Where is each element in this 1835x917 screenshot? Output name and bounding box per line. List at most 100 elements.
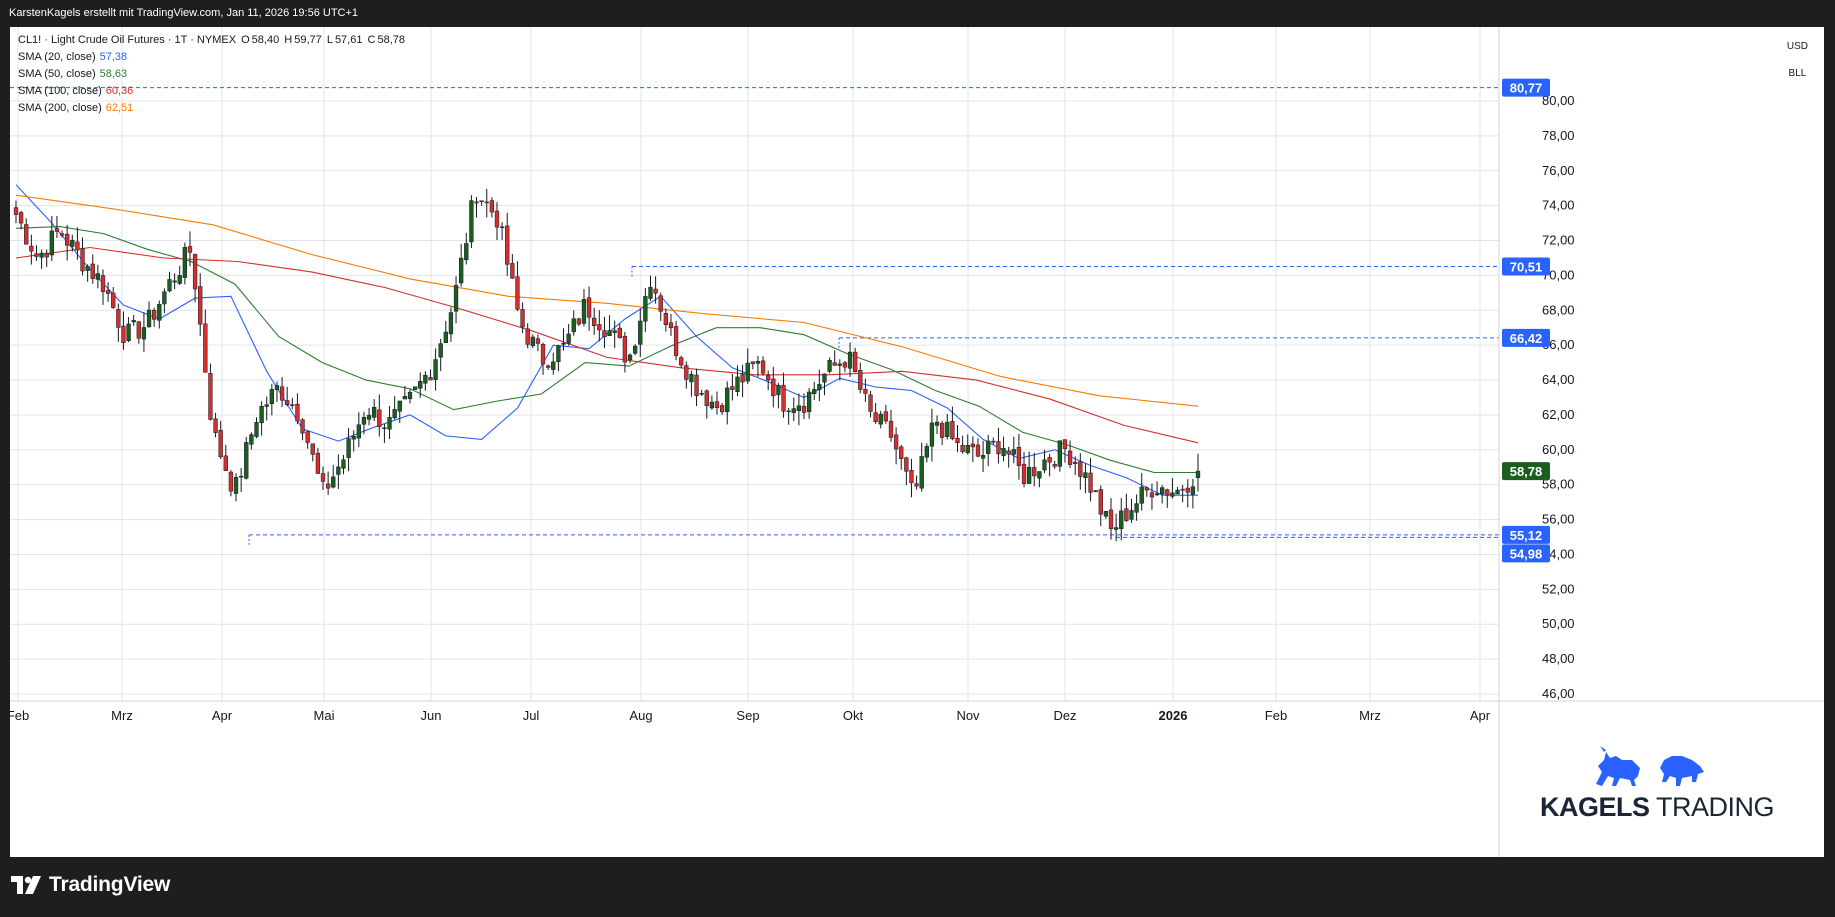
axis-units[interactable]: USD BLL [1787,33,1808,87]
time-tick-label: Mrz [1359,708,1381,723]
price-tick-label: 74,00 [1542,198,1575,213]
candle-body [1078,461,1083,477]
candle-body [975,444,981,457]
candle-body [172,280,177,283]
price-tag [1502,257,1550,276]
kagels-wordmark: KAGELS TRADING [1540,792,1775,823]
candle-body [694,374,699,396]
candle-body [868,394,873,412]
candle-body [725,387,730,413]
price-tag [1502,462,1550,481]
candle-body [781,384,786,412]
candle-body [540,344,546,365]
candle-body [888,420,894,438]
candle-body [832,362,837,366]
candlesticks [13,188,1201,542]
candle-body [392,409,397,419]
candle-body [760,360,766,374]
kagels-trading-logo: KAGELS TRADING [1540,742,1775,837]
candle-body [597,324,602,331]
candle-body [1134,503,1139,513]
legend-sma20[interactable]: SMA (20, close) 57,38 [18,49,405,66]
candle-body [111,292,116,308]
price-chart[interactable]: 46,00 48,00 50,00 52,00 54,00 56,00 58,00 60,00… [10,27,1824,857]
sma200-label: SMA (200, close) [18,102,102,114]
candle-body [29,245,34,252]
candle-body [627,354,633,361]
currency-label[interactable]: USD [1786,41,1808,52]
candle-body [520,309,525,328]
candle-body [315,452,321,474]
candle-body [592,317,597,327]
candle-body [776,384,781,396]
price-tick-label: 68,00 [1542,302,1575,317]
trading-word: TRADING [1656,792,1775,822]
price-tick-label: 76,00 [1542,163,1575,178]
price-labels: 80,77 70,51 66,42 58,78 55,12 54,98 [1502,78,1550,563]
candle-body [904,457,909,472]
candle-body [842,362,848,368]
price-tick-label: 60,00 [1542,442,1575,457]
candle-body [70,239,75,247]
candle-body [489,200,495,213]
candle-body [771,378,776,397]
candle-body [75,241,80,251]
price-tick-label: 50,00 [1542,616,1575,631]
chart-panel[interactable]: 46,00 48,00 50,00 52,00 54,00 56,00 58,00 60,00… [10,27,1824,857]
candle-body [233,477,239,494]
sma50-label: SMA (50, close) [18,68,96,80]
candle-body [986,440,991,454]
candle-body [305,431,310,443]
candle-body [960,444,965,452]
candle-body [1124,508,1129,521]
legend-sma200[interactable]: SMA (200, close) 62,51 [18,100,405,117]
candle-body [351,436,356,440]
candle-body [796,405,802,411]
candle-body [187,246,193,253]
time-tick-label: Feb [1265,708,1287,723]
candle-body [1032,467,1037,477]
candle-body [218,430,223,458]
price-tag [1502,525,1550,544]
candle-body [407,391,413,400]
candle-body [622,335,628,363]
candle-body [192,253,198,290]
candle-body [146,309,152,328]
candle-body [341,459,346,469]
time-tick-label: Aug [629,708,652,723]
candle-body [965,444,970,454]
candle-body [254,422,259,437]
price-tick-label: 70,00 [1542,267,1575,282]
legend-sma50[interactable]: SMA (50, close) 58,63 [18,66,405,83]
horizontal-levels [10,87,1499,547]
candle-body [203,323,208,373]
candle-body [551,361,556,370]
candle-body [1180,488,1185,491]
legend-sma100[interactable]: SMA (100, close) 60,36 [18,83,405,100]
candle-body [586,297,592,318]
candle-body [1062,439,1068,449]
candle-body [65,233,70,246]
candle-body [817,384,822,390]
candle-body [607,330,612,336]
unit-label[interactable]: BLL [1788,68,1807,79]
candle-body [90,263,95,279]
candle-body [668,322,674,329]
candle-body [1006,450,1011,455]
price-tag [1502,328,1550,347]
time-tick-label: Dez [1053,708,1076,723]
candle-body [970,443,976,448]
tradingview-logo[interactable]: TradingView [11,873,170,897]
price-tag-label: 54,98 [1510,546,1543,561]
candle-body [822,373,827,383]
candle-body [878,413,883,425]
candle-body [459,257,464,284]
price-tick-label: 78,00 [1542,128,1575,143]
candle-body [479,200,484,202]
candle-body [704,390,709,407]
price-tick-label: 58,00 [1542,477,1575,492]
candle-body [566,333,571,344]
candle-body [382,427,387,430]
candle-body [157,304,162,321]
candle-body [121,325,126,343]
